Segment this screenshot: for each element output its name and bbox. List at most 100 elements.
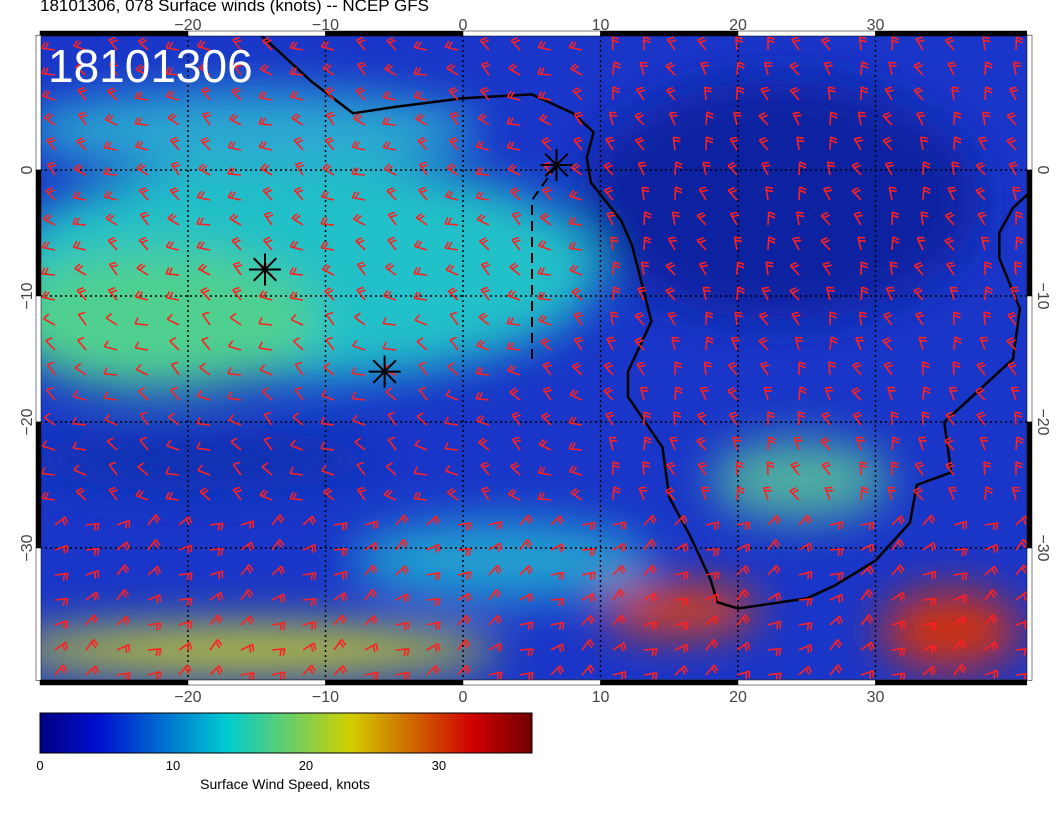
wind-barb — [705, 593, 720, 603]
wind-barb — [413, 466, 428, 476]
wind-barb — [262, 236, 273, 251]
wind-barb — [395, 565, 410, 576]
wind-barb — [1006, 336, 1017, 351]
wind-barb — [229, 213, 242, 226]
wind-barb — [165, 66, 180, 76]
wind-barb — [916, 236, 926, 251]
wind-barb — [477, 113, 490, 126]
wind-barb — [116, 643, 131, 653]
wind-barb — [705, 311, 714, 326]
wind-barb — [364, 671, 379, 680]
wind-barb — [85, 591, 100, 601]
frame-bar — [600, 30, 739, 37]
wind-barb — [426, 598, 441, 607]
wind-barb — [820, 36, 831, 51]
wind-barb — [634, 311, 645, 326]
colorbar-label: Surface Wind Speed, knots — [200, 776, 370, 792]
wind-barb — [76, 286, 87, 301]
wind-barb — [302, 620, 317, 630]
wind-barb — [947, 186, 957, 201]
wind-barb — [227, 167, 242, 176]
wind-barb — [699, 386, 710, 401]
wind-barb — [507, 488, 521, 501]
wind-barb — [984, 261, 992, 276]
wind-barb — [975, 186, 986, 201]
wind-barb — [45, 336, 56, 351]
wind-barb — [798, 570, 813, 580]
wind-barb — [643, 514, 657, 526]
wind-barb — [116, 589, 130, 601]
wind-barb — [636, 361, 646, 376]
wind-barb — [510, 462, 521, 476]
wind-barb — [43, 313, 56, 326]
wind-barb — [603, 361, 614, 376]
wind-barb — [858, 36, 867, 51]
wind-barb — [384, 262, 397, 276]
wind-barb — [736, 641, 751, 652]
wind-barb — [860, 521, 875, 531]
wind-barb — [696, 211, 707, 226]
wind-barb — [446, 63, 459, 76]
wind-barb — [386, 36, 397, 51]
frame-bar — [737, 679, 876, 686]
wind-barb — [789, 86, 800, 101]
wind-barb — [828, 361, 837, 376]
wind-barb — [416, 337, 428, 351]
wind-barb — [385, 462, 397, 476]
wind-barb — [608, 111, 618, 126]
wind-barb — [642, 461, 651, 476]
wind-barb — [1014, 261, 1023, 276]
wind-barb — [860, 261, 869, 276]
wind-barb — [665, 61, 676, 76]
wind-barb — [888, 61, 897, 76]
wind-barb — [178, 642, 193, 652]
wind-barb — [165, 491, 180, 501]
wind-barb — [479, 36, 490, 51]
wind-barb — [199, 362, 211, 376]
wind-barb — [103, 167, 118, 176]
wind-barb — [766, 461, 775, 476]
wind-barb — [444, 40, 459, 51]
wind-barb — [444, 441, 459, 451]
wind-barb — [612, 642, 627, 652]
wind-barb — [321, 389, 335, 401]
wind-barb — [54, 516, 69, 526]
wind-barb — [581, 638, 595, 651]
wind-barb — [612, 588, 626, 601]
wind-barb — [54, 597, 69, 606]
wind-barb — [227, 391, 242, 401]
wind-barb — [166, 313, 180, 326]
wind-barb — [510, 187, 521, 201]
wind-barb — [736, 521, 751, 530]
wind-barb — [953, 572, 968, 581]
wind-barb — [395, 621, 410, 631]
wind-barb — [953, 311, 961, 326]
wind-barb — [271, 514, 285, 526]
wind-barb — [667, 311, 677, 326]
wind-barb — [976, 361, 986, 376]
wind-barb — [603, 186, 614, 201]
wind-barb — [887, 386, 896, 401]
wind-barb — [139, 436, 149, 451]
wind-barb — [165, 41, 180, 51]
wind-barb — [41, 267, 56, 276]
wind-barb — [506, 90, 521, 101]
wind-barb — [232, 486, 243, 501]
wind-barb — [426, 664, 440, 676]
wind-barb — [446, 487, 459, 501]
wind-barb — [826, 161, 836, 176]
wind-barb — [196, 389, 211, 401]
wind-barb — [860, 588, 874, 601]
colorbar-tick: 20 — [298, 758, 314, 773]
wind-barb — [550, 665, 565, 676]
wind-barb — [984, 614, 998, 626]
wind-barb — [953, 594, 968, 604]
wind-barb — [105, 312, 118, 326]
wind-barb — [573, 136, 583, 151]
wind-barb — [885, 286, 895, 301]
wind-barb — [606, 336, 616, 351]
wind-barb — [538, 438, 552, 451]
wind-barb — [798, 643, 813, 654]
frame-bar — [187, 679, 326, 686]
